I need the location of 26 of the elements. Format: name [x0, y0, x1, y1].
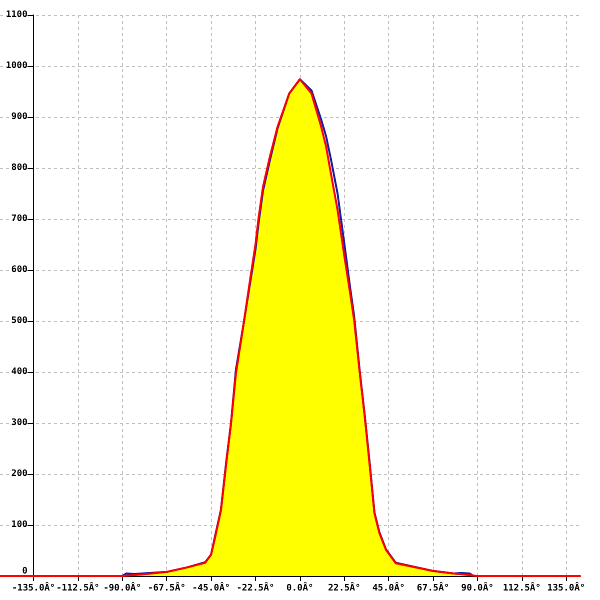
x-tick-label: 45.0Â°: [372, 582, 405, 594]
y-tick-label: 1000: [6, 61, 28, 71]
y-tick-label: 400: [11, 367, 28, 377]
y-tick-label: 300: [11, 418, 28, 428]
x-tick-label: 112.5Â°: [502, 582, 541, 594]
x-tick-label: -90.0Â°: [103, 582, 142, 594]
y-tick-label: 800: [11, 163, 28, 173]
x-tick-label: -112.5Â°: [56, 582, 100, 594]
y-tick-label: 0: [22, 566, 28, 576]
x-tick-label: -135.0Â°: [12, 582, 56, 594]
x-tick-label: 90.0Â°: [461, 582, 494, 594]
x-tick-label: -45.0Â°: [192, 582, 230, 594]
line-series: [0, 78, 581, 577]
y-tick-label: 700: [11, 214, 28, 224]
x-tick-label: -67.5Â°: [148, 582, 186, 594]
y-tick-label: 1100: [6, 10, 28, 20]
y-tick-label: 500: [11, 316, 28, 326]
x-tick-label: 22.5Â°: [328, 582, 361, 594]
x-tick-label: 0.0Â°: [286, 582, 314, 594]
y-tick-label: 900: [11, 112, 28, 122]
y-tick-label: 200: [11, 469, 28, 479]
y-tick-label: 100: [11, 520, 28, 530]
x-tick-label: -22.5Â°: [236, 582, 274, 594]
x-tick-label: 67.5Â°: [416, 582, 450, 594]
x-tick-label: 135.0Â°: [547, 582, 586, 594]
y-tick-label: 600: [11, 265, 28, 275]
